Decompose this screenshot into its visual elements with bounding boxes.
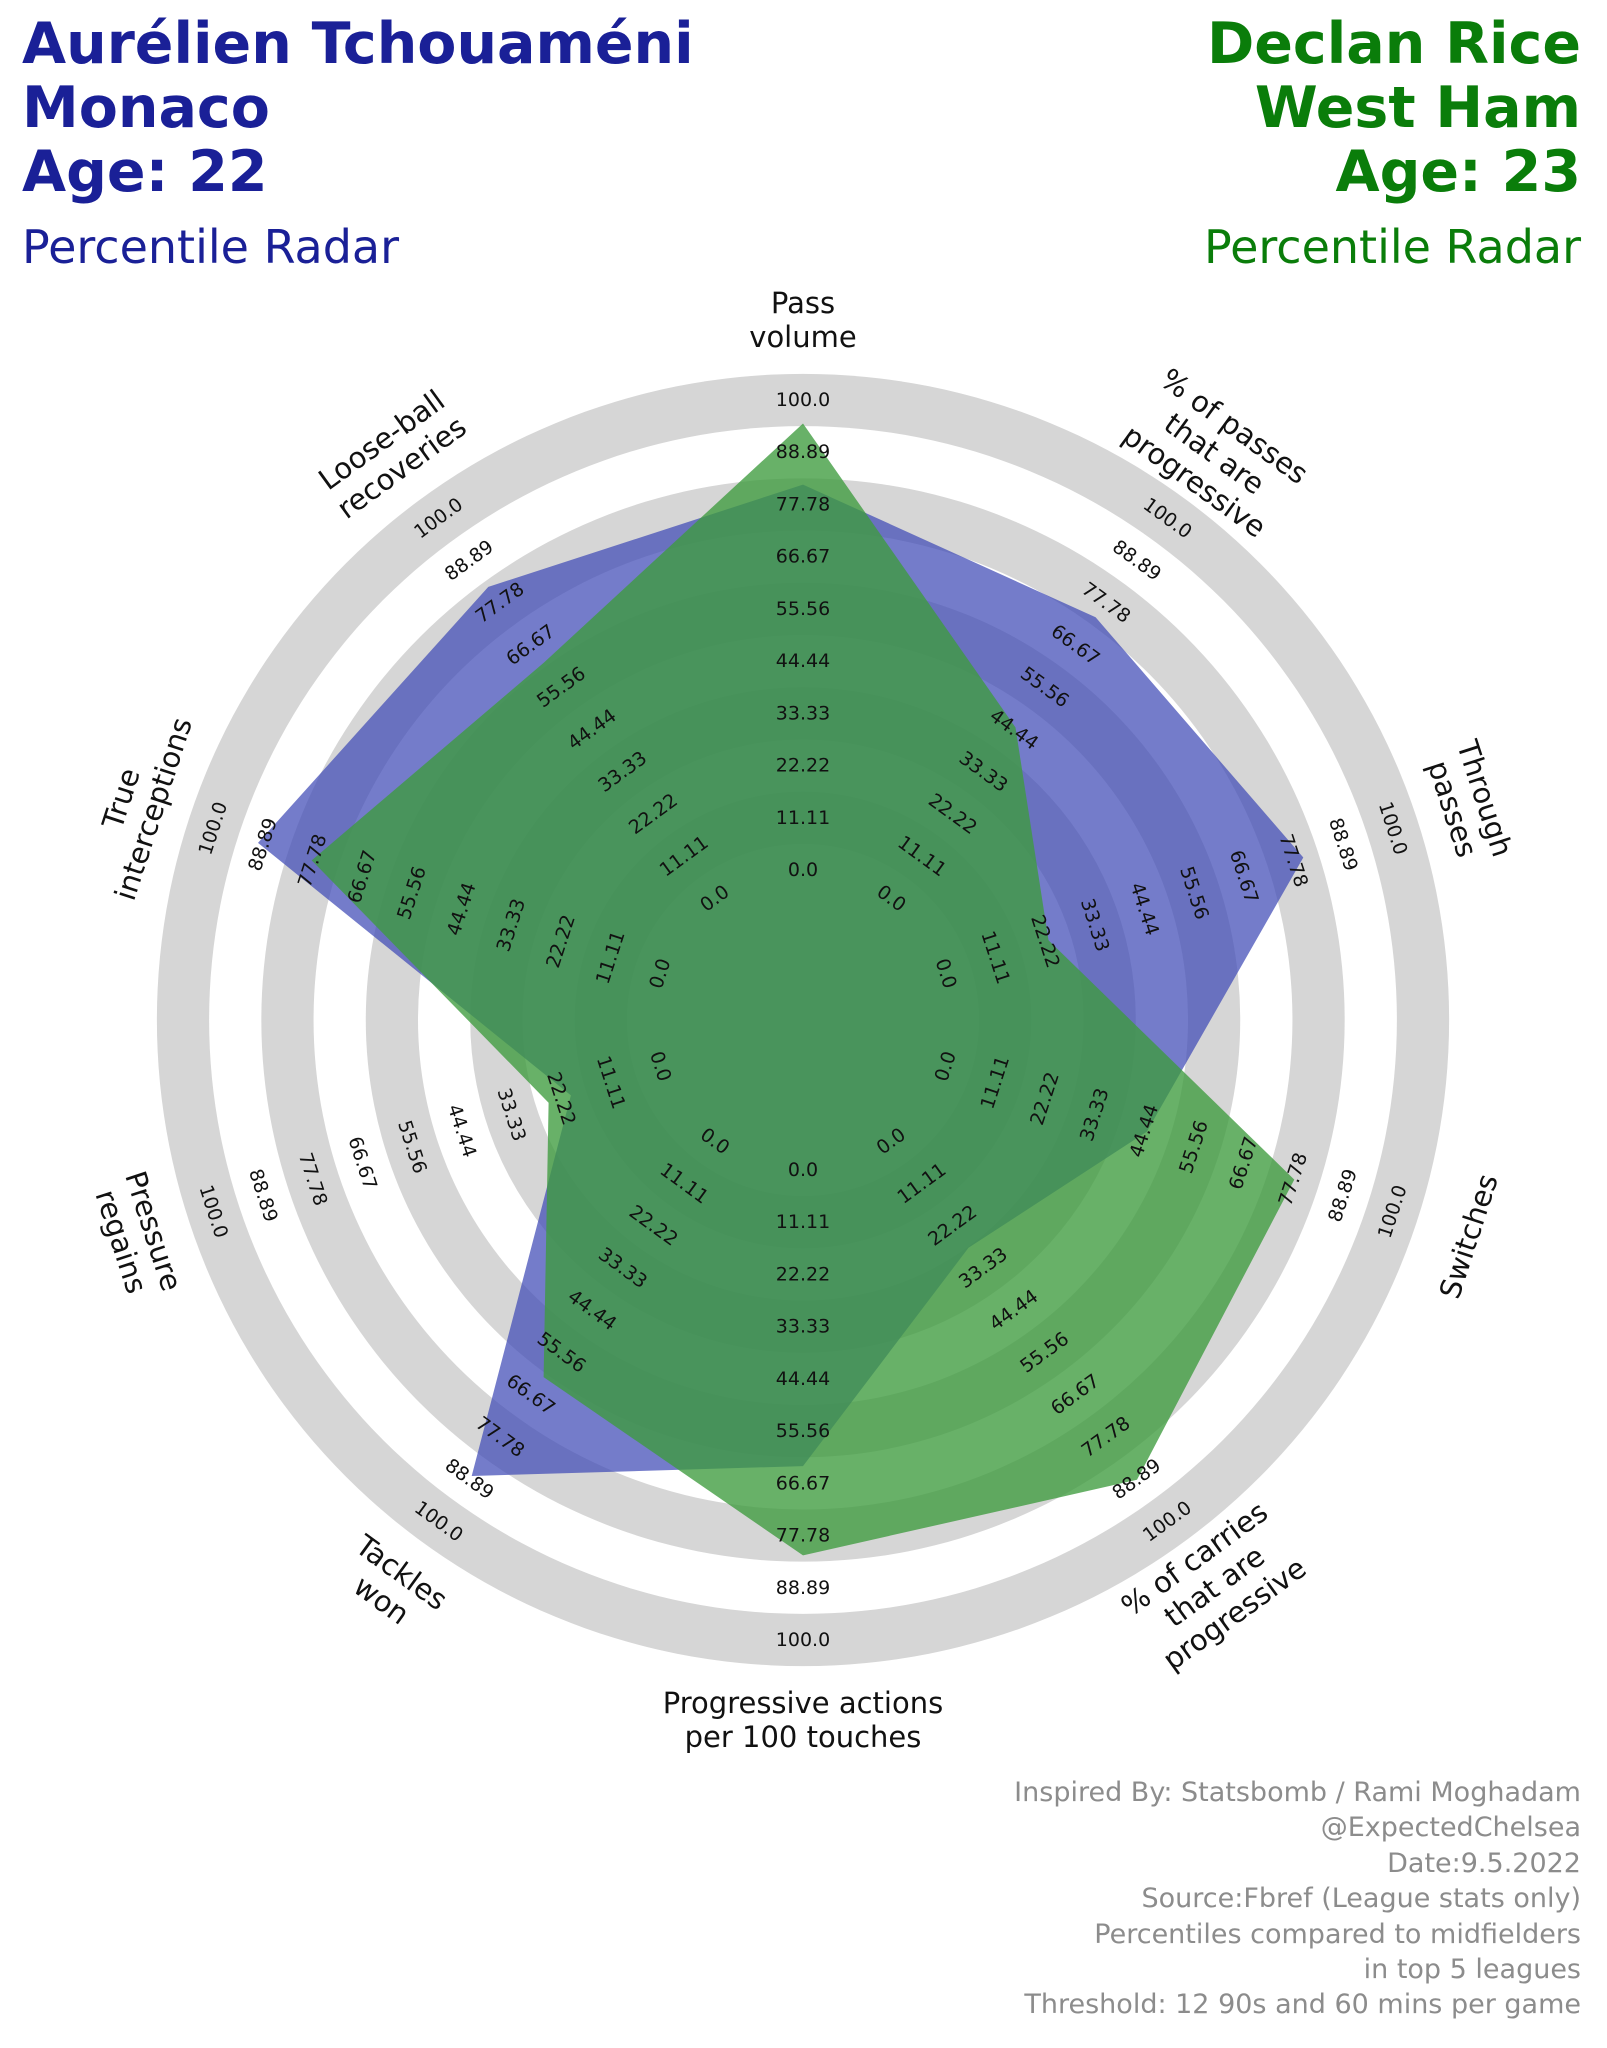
radar-series: [258, 423, 1304, 1556]
radar-tick-label: 11.11: [776, 1211, 830, 1233]
radar-category-line: per 100 touches: [685, 1720, 922, 1754]
left-player-name: Aurélien Tchouaméni: [22, 11, 694, 77]
radar-tick-label: 66.67: [776, 546, 830, 568]
radar-tick-label: 55.56: [776, 1420, 830, 1442]
radar-category-line: Pass: [771, 286, 835, 320]
radar-tick-label: 55.56: [776, 598, 830, 620]
footer-line: Date:9.5.2022: [1387, 1847, 1581, 1879]
radar-category-label: Pass volume: [749, 286, 856, 354]
radar-tick-label: 33.33: [776, 702, 830, 724]
radar-tick-label: 11.11: [776, 807, 830, 829]
left-player-subtitle: Percentile Radar: [22, 220, 400, 274]
footer-credits: Inspired By: Statsbomb / Rami Moghadam @…: [1014, 1775, 1581, 2023]
radar-tick-label: 100.0: [776, 1629, 830, 1651]
footer-line: Threshold: 12 90s and 60 mins per game: [1024, 1989, 1581, 2021]
right-player-age: Age: 23: [1335, 139, 1581, 205]
left-player-team: Monaco: [22, 75, 270, 141]
radar-tick-label: 77.78: [776, 1525, 830, 1547]
radar-tick-label: 22.22: [776, 1263, 830, 1285]
left-player-header: Aurélien Tchouaméni Monaco Age: 22: [22, 12, 694, 204]
radar-tick-label: 100.0: [776, 389, 830, 411]
radar-category-label: Switches: [1433, 1170, 1505, 1303]
left-player-age: Age: 22: [22, 139, 268, 205]
footer-line: Source:Fbref (League stats only): [1141, 1883, 1582, 1915]
radar-tick-label: 22.22: [776, 755, 830, 777]
radar-category-line: Switches: [1433, 1170, 1505, 1303]
footer-line: @ExpectedChelsea: [1320, 1812, 1581, 1844]
radar-tick-label: 88.89: [776, 441, 830, 463]
footer-line: in top 5 leagues: [1363, 1954, 1581, 1986]
series-right-player: [311, 423, 1295, 1556]
right-player-subtitle: Percentile Radar: [1203, 220, 1581, 274]
radar-tick-label: 66.67: [776, 1472, 830, 1494]
radar-tick-label: 33.33: [776, 1316, 830, 1338]
radar-category-line: Progressive actions: [663, 1686, 943, 1720]
radar-tick-label: 44.44: [776, 1368, 830, 1390]
radar-category-label: Throughpasses: [1417, 735, 1519, 871]
radar-tick-label: 88.89: [776, 1577, 830, 1599]
right-player-name: Declan Rice: [1206, 11, 1581, 77]
radar-tick-label: 44.44: [776, 650, 830, 672]
radar-category-label: Pressureregains: [86, 1167, 189, 1306]
radar-category-line: volume: [749, 320, 856, 354]
right-player-team: West Ham: [1254, 75, 1581, 141]
radar-tick-label: 77.78: [776, 493, 830, 515]
radar-tick-label: 0.0: [788, 1159, 818, 1181]
radar-tick-label: 0.0: [788, 859, 818, 881]
right-player-header: Declan Rice West Ham Age: 23: [1207, 12, 1581, 204]
footer-line: Inspired By: Statsbomb / Rami Moghadam: [1014, 1777, 1581, 1808]
footer-line: Percentiles compared to midfielders: [1094, 1918, 1581, 1950]
radar-category-label: Progressive actions per 100 touches: [663, 1686, 943, 1754]
